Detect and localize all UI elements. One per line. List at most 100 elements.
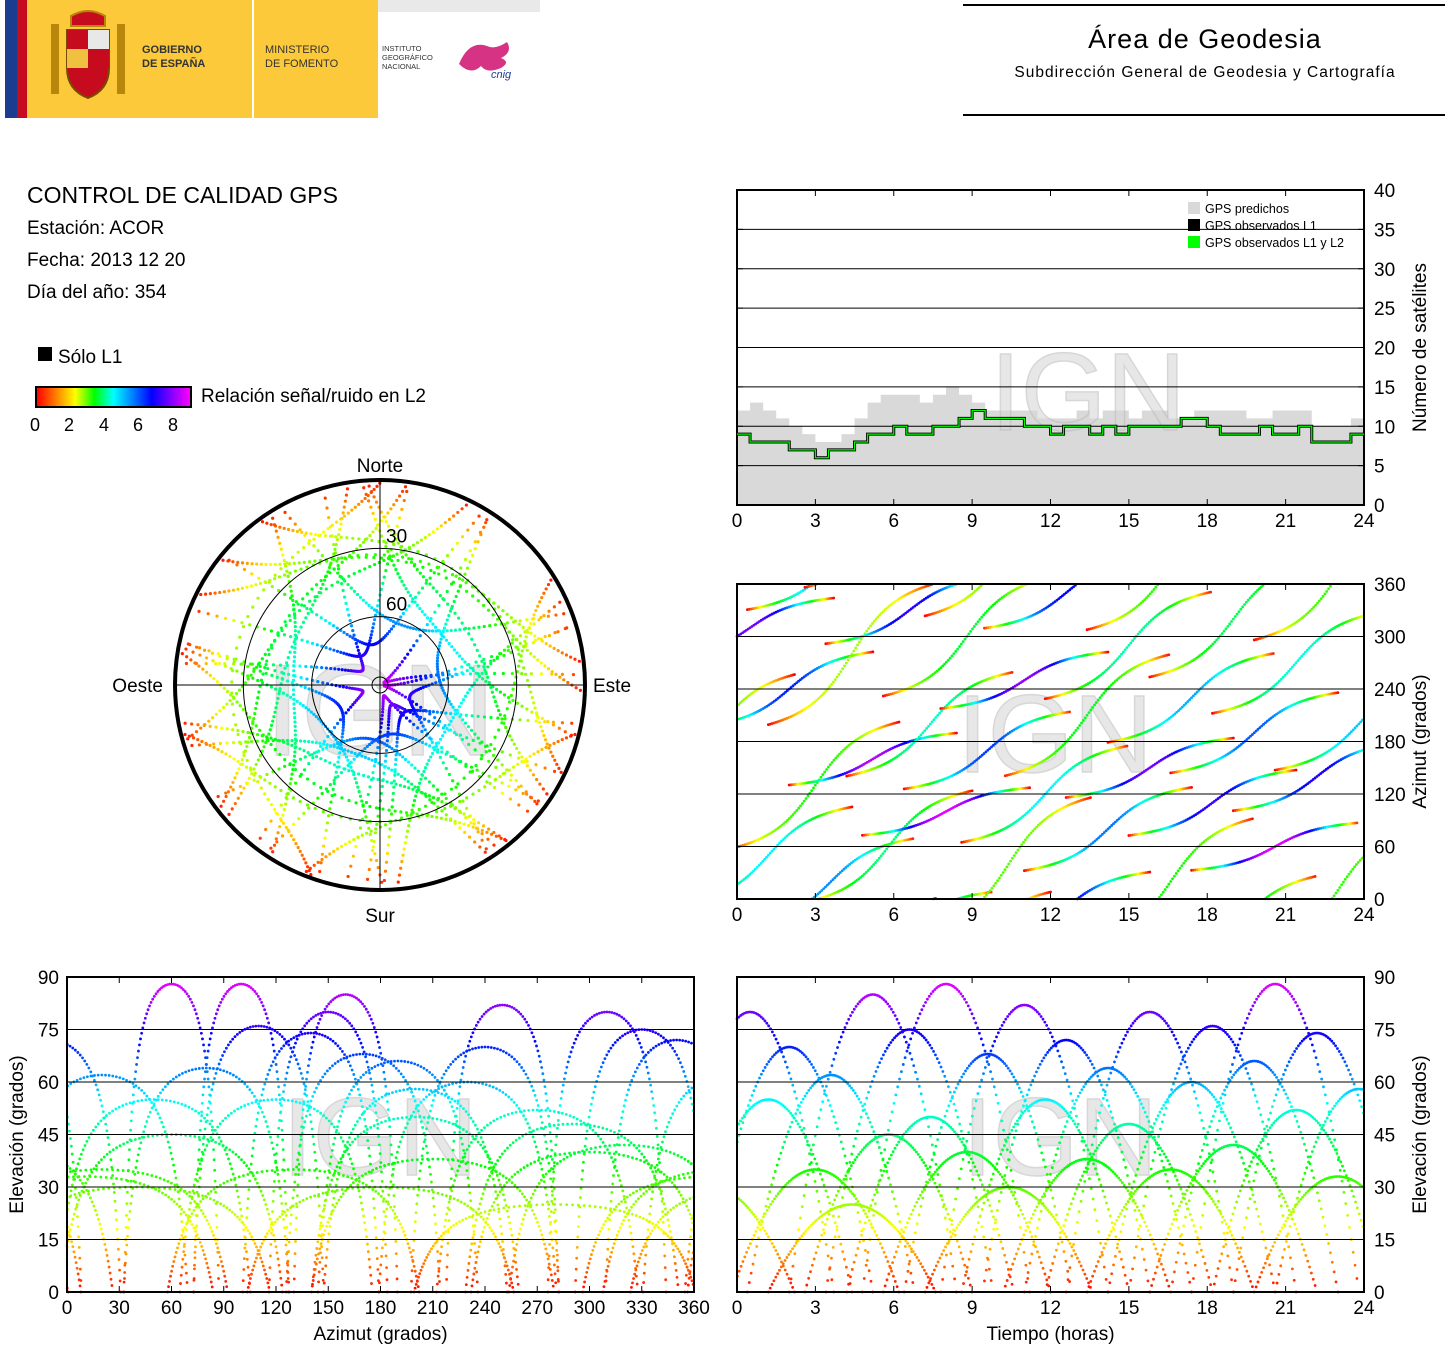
sky-point: [509, 778, 513, 782]
sky-point: [416, 769, 420, 773]
sky-point: [306, 750, 310, 755]
sky-point: [466, 725, 471, 729]
sky-point: [365, 877, 370, 881]
sky-point: [454, 757, 458, 761]
sky-point: [448, 609, 453, 613]
sky-point: [245, 561, 249, 565]
sky-point: [436, 723, 440, 728]
sky-point: [414, 794, 418, 798]
sky-point: [538, 600, 542, 604]
sky-point: [213, 591, 217, 595]
azimuth-point: [982, 613, 986, 617]
sky-point: [428, 582, 432, 586]
sky-point: [529, 672, 534, 676]
sky-point: [312, 781, 316, 786]
sky-point: [238, 784, 242, 789]
azimuth-point: [1193, 692, 1197, 696]
legend-entry: GPS observados L1 y L2: [1205, 236, 1344, 250]
azimuth-point: [906, 746, 910, 750]
sky-point: [231, 788, 235, 792]
azimuth-point: [857, 640, 861, 644]
sky-point: [396, 724, 401, 728]
azimuth-point: [838, 752, 841, 756]
sky-point: [268, 781, 272, 785]
sky-point: [538, 782, 542, 786]
sky-point: [540, 729, 544, 733]
sky-point: [367, 484, 371, 488]
azimuth-point: [1217, 636, 1220, 640]
azimuth-point: [940, 709, 943, 713]
azimuth-point: [1101, 671, 1105, 675]
sky-point: [285, 569, 289, 573]
sky-point: [393, 768, 397, 772]
azimuth-point: [1300, 654, 1304, 658]
azimuth-point: [1340, 883, 1343, 887]
sky-point: [299, 567, 303, 571]
sky-point: [511, 634, 515, 638]
sky-point: [261, 672, 265, 676]
sky-point: [459, 760, 463, 764]
sky-point: [447, 772, 452, 777]
azimuth-point: [1353, 865, 1356, 869]
ring-label-60: 60: [386, 595, 407, 616]
sky-point: [374, 526, 378, 530]
sky-point: [232, 713, 236, 717]
l1-only-swatch: [38, 347, 52, 361]
sky-point: [366, 499, 371, 503]
sky-point: [542, 733, 546, 738]
sky-point: [473, 732, 477, 736]
sky-point: [475, 768, 479, 772]
sky-point: [380, 710, 385, 714]
azimuth-point: [896, 833, 900, 837]
sky-point: [460, 535, 465, 539]
sky-point: [430, 751, 435, 756]
sky-point: [474, 826, 479, 830]
sky-point: [380, 519, 384, 523]
sky-point: [327, 565, 332, 570]
sky-point: [351, 737, 355, 741]
azimuth-point: [1053, 782, 1056, 786]
sky-point: [463, 660, 467, 664]
sky-point: [528, 768, 532, 772]
azimuth-point: [1045, 790, 1049, 794]
sky-point: [396, 558, 400, 563]
sky-point: [489, 742, 493, 747]
sky-point: [536, 604, 540, 608]
sky-point: [525, 678, 530, 683]
sky-point: [271, 516, 275, 520]
sky-point: [293, 616, 297, 620]
azimuth-point: [1014, 851, 1018, 855]
azimuth-point: [1334, 891, 1338, 895]
sky-point: [283, 620, 287, 624]
azimuth-point: [1251, 733, 1254, 736]
sky-point: [256, 758, 260, 762]
sky-point: [328, 807, 332, 811]
azimuth-point: [848, 655, 852, 659]
sky-point: [524, 672, 528, 676]
sky-point: [484, 750, 488, 754]
azimuth-point: [845, 745, 849, 749]
sky-point: [340, 735, 344, 739]
sky-point: [380, 763, 384, 767]
azimuth-point: [1117, 817, 1121, 821]
sky-point: [403, 757, 408, 762]
sky-point: [278, 663, 283, 667]
sky-point: [452, 731, 457, 735]
azimuth-point: [1072, 731, 1076, 735]
sky-point: [306, 611, 310, 616]
azimuth-point: [948, 656, 952, 660]
station-label: Estación: ACOR: [27, 218, 165, 239]
sky-point: [522, 666, 526, 670]
azimuth-point: [837, 672, 841, 676]
sky-point: [441, 761, 445, 765]
azimuth-point: [1315, 639, 1318, 643]
sky-point: [235, 771, 239, 775]
sky-point: [477, 674, 482, 679]
sky-point: [496, 605, 501, 609]
sky-point: [405, 829, 410, 833]
azimuth-point: [923, 729, 927, 733]
sky-point: [476, 599, 480, 603]
sky-point: [471, 594, 475, 598]
sky-point: [511, 698, 515, 703]
